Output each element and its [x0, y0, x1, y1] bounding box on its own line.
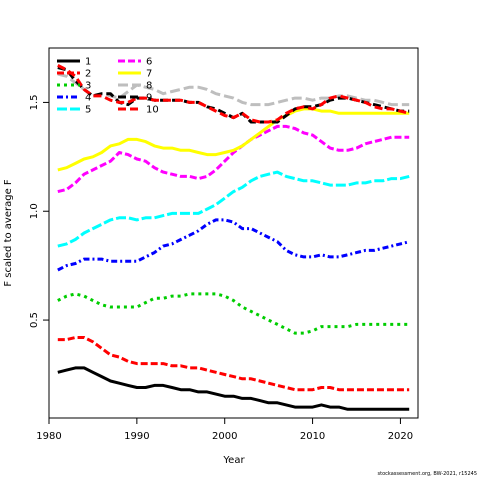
legend-label-4: 4: [85, 93, 91, 104]
series-line-3: [57, 292, 410, 335]
legend-label-8: 8: [146, 81, 152, 92]
y-tick-label: 1.5: [29, 94, 40, 110]
series-line-4: [57, 218, 410, 272]
series-line-8: [57, 72, 410, 107]
series-line-7: [57, 107, 410, 172]
footer-credit: stockassessment.org, BW-2021, r15245: [377, 471, 477, 477]
series-line-2: [57, 336, 410, 392]
x-tick-label: 1980: [36, 431, 61, 442]
x-axis-label: Year: [222, 455, 245, 466]
x-tick-label: 1990: [124, 431, 149, 442]
legend-label-6: 6: [146, 57, 152, 68]
x-axis: 1980 1990 2000 2010 2020: [36, 417, 413, 442]
series-line-1: [57, 366, 410, 411]
plot-frame: [48, 47, 419, 419]
legend-label-2: 2: [85, 69, 91, 80]
x-tick-label: 2000: [212, 431, 237, 442]
series-line-10: [57, 64, 410, 124]
legend-label-7: 7: [146, 69, 152, 80]
y-tick-label: 1.0: [29, 203, 40, 219]
series-line-6: [57, 124, 410, 194]
legend-label-3: 3: [85, 81, 91, 92]
legend-label-1: 1: [85, 57, 91, 68]
x-tick-label: 2020: [388, 431, 413, 442]
y-axis: 0.5 1.0 1.5: [29, 94, 50, 328]
y-axis-label: F scaled to average F: [3, 179, 14, 287]
legend-label-10: 10: [146, 105, 159, 116]
series-line-5: [57, 170, 410, 248]
series-layer: [57, 64, 410, 411]
y-tick-label: 0.5: [29, 312, 40, 328]
legend-label-5: 5: [85, 105, 91, 116]
legend-label-9: 9: [146, 93, 152, 104]
x-tick-label: 2010: [300, 431, 325, 442]
